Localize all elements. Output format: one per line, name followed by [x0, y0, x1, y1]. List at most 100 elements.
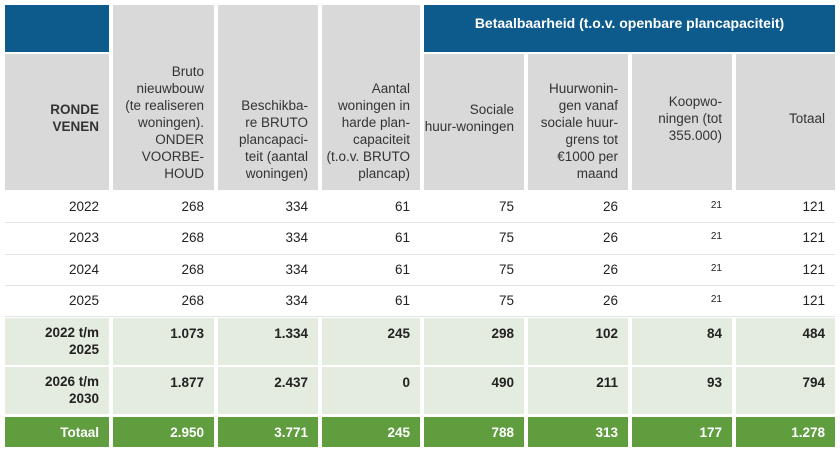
column-header: Beschikba-re BRUTO plancapaci-teit (aanta…	[218, 5, 318, 190]
cell-text-line: 2025	[68, 342, 99, 357]
subtotal-cell: 2.437	[218, 367, 318, 414]
table-cell: 268	[113, 254, 214, 285]
subtotal-cell: 0	[322, 367, 420, 414]
table-cell: 61	[322, 191, 420, 222]
table-cell: 75	[424, 285, 524, 316]
total-cell: 245	[322, 417, 420, 447]
subtotal-cell: 245	[322, 318, 420, 365]
cell-text-line: re BRUTO	[245, 115, 308, 130]
table-cell: 334	[218, 222, 318, 253]
table-cell: 21	[632, 191, 732, 222]
table-cell: 334	[218, 285, 318, 316]
row-divider	[5, 285, 835, 286]
subtotal-cell: 794	[736, 367, 835, 414]
table-cell: 21	[632, 254, 732, 285]
table-cell: 61	[322, 285, 420, 316]
row-divider	[5, 254, 835, 255]
row-year-label: 2022	[5, 191, 109, 222]
table-cell: 121	[736, 222, 835, 253]
cell-text-line: Beschikba-	[241, 98, 308, 113]
cell-text-line: Bruto	[171, 64, 204, 79]
subtotal-label: 2026 t/m 2030	[5, 367, 109, 414]
cell-text-line: ONDER	[155, 132, 204, 147]
table-cell: 75	[424, 191, 524, 222]
table-cell: 75	[424, 254, 524, 285]
cell-text-line: maand	[576, 166, 618, 181]
cell-text-line: grens tot	[565, 132, 618, 147]
total-cell: 2.950	[113, 417, 214, 447]
cell-text-line: plancap)	[358, 166, 410, 181]
total-cell: 3.771	[218, 417, 318, 447]
total-cell: 313	[528, 417, 628, 447]
cell-text-line: sociale huur-	[540, 115, 618, 130]
column-header: Totaal	[736, 54, 835, 190]
cell-text-line: Koopwo-	[668, 93, 722, 109]
cell-text-line: 2026 t/m	[44, 374, 99, 389]
table-cell: 268	[113, 222, 214, 253]
cell-text-line: gen vanaf	[558, 98, 618, 113]
cell-text-line: Aantal	[371, 81, 410, 96]
total-cell: 177	[632, 417, 732, 447]
cell-text-line: teit (aantal	[244, 149, 308, 164]
cell-text-line: ningen (tot	[658, 110, 722, 126]
column-header: Koopwo-ningen (tot 355.000)	[632, 54, 732, 190]
subtotal-cell: 298	[424, 318, 524, 365]
row-year-label: 2025	[5, 285, 109, 316]
row-year-label: 2024	[5, 254, 109, 285]
cell-text-line: Sociale	[469, 102, 514, 117]
cell-text-line: VENEN	[52, 119, 99, 134]
cell-text-line: woningen in	[337, 98, 410, 113]
subtotal-cell: 490	[424, 367, 524, 414]
table-cell: 75	[424, 222, 524, 253]
column-header: Bruto nieuwbouw (te realiseren woningen). ON…	[113, 5, 214, 190]
cell-text-line: 355.000)	[668, 127, 722, 143]
table-cell: 121	[736, 285, 835, 316]
table-cell: 121	[736, 254, 835, 285]
column-header: Huurwonin-gen vanaf sociale huur-grens to…	[528, 54, 628, 190]
subtotal-cell: 1.073	[113, 318, 214, 365]
subtotal-cell: 84	[632, 318, 732, 365]
cell-text-line: plancapaci-	[238, 132, 308, 147]
cell-text-line: HOUD	[164, 166, 204, 181]
cell-text-line: nieuwbouw	[136, 81, 204, 96]
subtotal-cell: 211	[528, 367, 628, 414]
cell-text-line: Huurwonin-	[548, 81, 618, 96]
row-divider	[5, 222, 835, 223]
subtotal-label: 2022 t/m 2025	[5, 318, 109, 365]
table-cell: 26	[528, 191, 628, 222]
cell-text-line: VOORBE-	[141, 149, 204, 164]
table-cell: 61	[322, 222, 420, 253]
table-cell: 334	[218, 254, 318, 285]
total-cell: 788	[424, 417, 524, 447]
column-header: Aantal woningen in harde plan-capaciteit (t…	[322, 5, 420, 190]
column-header: RONDE VENEN	[5, 54, 109, 190]
cell-text-line: woningen).	[137, 115, 204, 130]
table-cell: 21	[632, 222, 732, 253]
cell-text-line: (t.o.v. BRUTO	[326, 149, 410, 164]
cell-text-line: harde plan-	[341, 115, 410, 130]
cell-text-line: 2030	[68, 391, 99, 406]
column-header: Sociale huur-woningen	[424, 54, 524, 190]
table-cell: 26	[528, 285, 628, 316]
subtotal-cell: 1.334	[218, 318, 318, 365]
table-cell: 268	[113, 191, 214, 222]
header-blue-strip	[5, 5, 109, 52]
subtotal-cell: 1.877	[113, 367, 214, 414]
subtotal-cell: 93	[632, 367, 732, 414]
subtotal-cell: 484	[736, 318, 835, 365]
subtotal-cell: 102	[528, 318, 628, 365]
cell-text-line: Totaal	[788, 110, 825, 126]
cell-text-line: capaciteit	[352, 132, 410, 147]
group-header-betaalbaarheid: Betaalbaarheid (t.o.v. openbare plancapa…	[424, 5, 835, 52]
table-cell: 121	[736, 191, 835, 222]
cell-text-line: RONDE	[50, 102, 99, 117]
cell-text-line: huur-woningen	[424, 119, 514, 134]
table-cell: 61	[322, 254, 420, 285]
cell-text-line: 2022 t/m	[44, 325, 99, 340]
row-divider	[5, 316, 835, 317]
total-label: Totaal	[5, 417, 109, 447]
cell-text-line: woningen)	[245, 166, 308, 181]
table-cell: 26	[528, 222, 628, 253]
table-cell: 26	[528, 254, 628, 285]
